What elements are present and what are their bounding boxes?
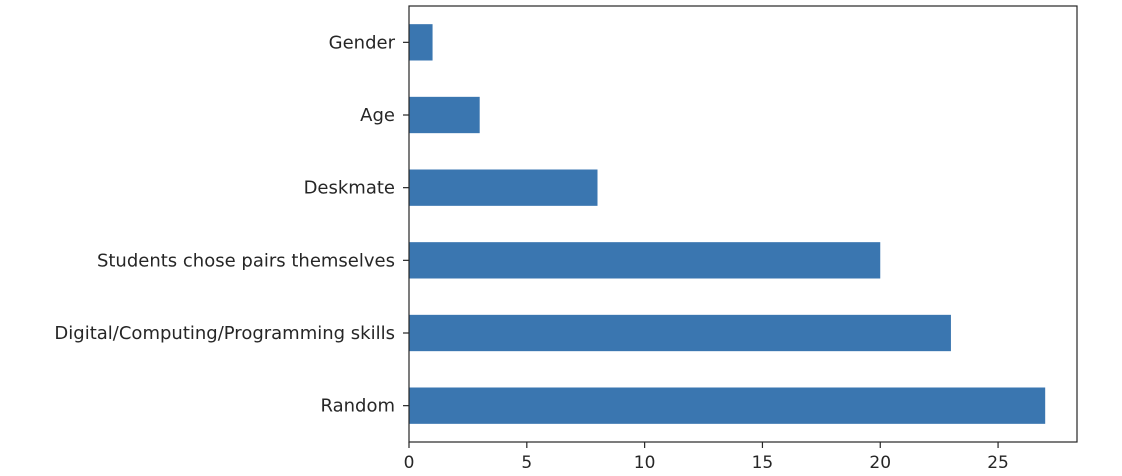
- category-labels: Random Digital/Computing/Programming skil…: [54, 32, 409, 417]
- category-label: Gender: [329, 32, 396, 53]
- category-label: Digital/Computing/Programming skills: [54, 323, 395, 344]
- x-axis-ticks: 0 5 10 15 20 25: [404, 442, 1009, 473]
- bar-2: [409, 242, 881, 279]
- x-tick-label: 5: [521, 453, 532, 473]
- bars-group: [409, 24, 1046, 424]
- bar-4: [409, 96, 480, 134]
- category-label: Age: [360, 105, 395, 126]
- x-tick-label: 25: [987, 453, 1009, 473]
- x-tick-label: 10: [634, 453, 656, 473]
- category-label: Random: [320, 396, 395, 417]
- x-tick-label: 20: [869, 453, 891, 473]
- bar-3: [409, 169, 598, 206]
- x-tick-label: 15: [752, 453, 774, 473]
- bar-0: [409, 387, 1046, 424]
- x-tick-label: 0: [404, 453, 415, 473]
- bar-1: [409, 314, 951, 352]
- plot-frame: [408, 5, 1078, 443]
- bar-5: [409, 24, 433, 61]
- category-label: Students chose pairs themselves: [97, 250, 395, 271]
- category-label: Deskmate: [304, 178, 395, 199]
